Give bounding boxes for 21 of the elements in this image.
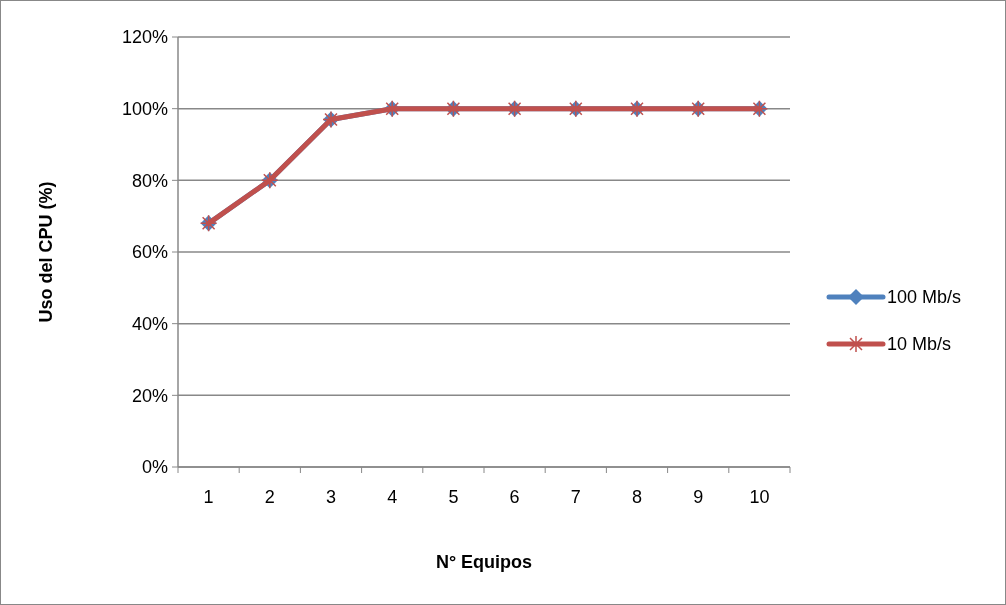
y-tick-label: 20% [131, 385, 168, 406]
x-tick-label: 6 [509, 487, 520, 507]
x-tick-label: 8 [631, 487, 643, 507]
y-tick-label: 100% [121, 98, 168, 119]
x-tick-label: 3 [325, 487, 337, 507]
legend-label: 100 Mb/s [887, 287, 962, 308]
y-tick-label: 40% [131, 313, 168, 334]
x-tick-label: 1 [203, 487, 214, 507]
x-tick-label: 2 [264, 487, 275, 507]
y-tick-label: 80% [131, 170, 168, 191]
x-tick-label: 5 [448, 487, 459, 507]
y-tick-label: 120% [121, 27, 168, 48]
x-axis-title: N° Equipos [435, 552, 533, 572]
x-tick-label: 9 [693, 487, 704, 507]
legend-label: 10 Mb/s [887, 334, 952, 355]
y-tick-label: 0% [141, 457, 168, 478]
x-tick-label: 10 [749, 487, 770, 507]
x-tick-label: 7 [570, 487, 581, 507]
y-tick-label: 60% [131, 242, 168, 263]
x-tick-label: 4 [387, 487, 398, 507]
y-axis-title: Uso del CPU (%) [36, 181, 56, 323]
